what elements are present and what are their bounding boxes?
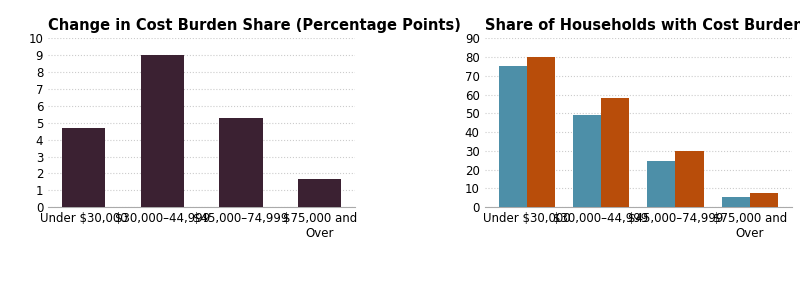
Text: Share of Households with Cost Burdens (Percent): Share of Households with Cost Burdens (P… bbox=[485, 18, 800, 33]
Bar bbox=[573, 115, 601, 207]
Bar bbox=[722, 197, 750, 207]
Bar bbox=[141, 55, 184, 207]
Bar bbox=[298, 178, 342, 207]
Bar bbox=[675, 151, 704, 207]
Bar bbox=[62, 128, 106, 207]
Bar bbox=[526, 57, 555, 207]
Bar bbox=[750, 193, 778, 207]
Text: Change in Cost Burden Share (Percentage Points): Change in Cost Burden Share (Percentage … bbox=[48, 18, 461, 33]
Bar bbox=[498, 66, 526, 207]
Bar bbox=[219, 118, 262, 207]
Bar bbox=[601, 98, 630, 207]
Bar bbox=[647, 161, 675, 207]
